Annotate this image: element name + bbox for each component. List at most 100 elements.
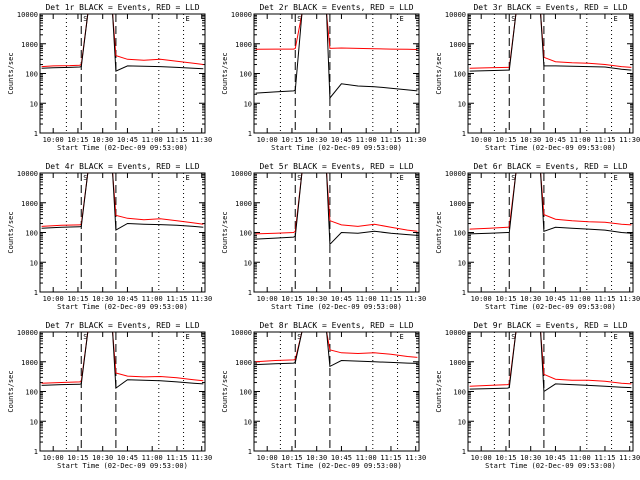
y-tick-label: 1 (248, 448, 252, 456)
event-marker-label: S (511, 15, 515, 23)
x-tick-label: 11:30 (405, 454, 426, 462)
y-tick-label: 100 (239, 230, 252, 238)
y-tick-label: 10000 (231, 329, 252, 337)
event-marker-label: S (297, 174, 301, 182)
y-axis-label: Counts/sec (7, 211, 15, 253)
plot-frame (467, 172, 634, 293)
x-tick-label: 10:15 (281, 136, 302, 144)
y-tick-label: 1 (462, 130, 466, 138)
x-tick-label: 11:30 (619, 454, 640, 462)
x-tick-label: 11:30 (191, 136, 212, 144)
y-tick-label: 100 (25, 389, 38, 397)
event-marker-label: E (400, 15, 404, 23)
y-tick-label: 100 (453, 230, 466, 238)
y-tick-label: 100 (453, 71, 466, 79)
x-tick-label: 10:30 (306, 136, 327, 144)
plot-frame (467, 331, 634, 452)
y-tick-label: 1000 (235, 200, 252, 208)
event-marker-label: S (83, 15, 87, 23)
x-tick-label: 10:30 (520, 136, 541, 144)
panel-title: Det 2r BLACK = Events, RED = LLD (259, 3, 413, 12)
lld-series-line (469, 331, 632, 387)
x-tick-label: 11:15 (380, 454, 401, 462)
y-tick-label: 1000 (449, 200, 466, 208)
event-marker-label: S (83, 333, 87, 341)
x-tick-label: 10:15 (67, 295, 88, 303)
y-tick-label: 1000 (21, 200, 38, 208)
x-tick-label: 10:30 (306, 295, 327, 303)
events-series-line (255, 13, 418, 100)
y-axis-label: Counts/sec (221, 370, 229, 412)
x-tick-label: 11:15 (166, 454, 187, 462)
x-tick-label: 11:15 (380, 295, 401, 303)
lld-series-line (469, 172, 632, 230)
event-marker-label: S (83, 174, 87, 182)
panel-title: Det 3r BLACK = Events, RED = LLD (473, 3, 627, 12)
event-marker-label: S (297, 333, 301, 341)
panel-title: Det 7r BLACK = Events, RED = LLD (45, 321, 199, 330)
x-tick-label: 10:00 (471, 295, 492, 303)
x-tick-label: 10:45 (545, 454, 566, 462)
x-tick-label: 11:00 (356, 454, 377, 462)
x-tick-label: 10:30 (520, 454, 541, 462)
x-tick-label: 11:30 (619, 136, 640, 144)
y-tick-label: 1000 (449, 359, 466, 367)
y-tick-label: 1 (34, 448, 38, 456)
y-tick-label: 10 (244, 259, 252, 267)
x-tick-label: 11:00 (570, 295, 591, 303)
panel-title: Det 6r BLACK = Events, RED = LLD (473, 162, 627, 171)
event-marker-label: S (511, 174, 515, 182)
y-tick-label: 10000 (231, 11, 252, 19)
lld-series-line (41, 331, 204, 384)
y-tick-label: 100 (25, 230, 38, 238)
y-tick-label: 10000 (445, 329, 466, 337)
plot-frame (253, 13, 420, 134)
x-tick-label: 10:00 (257, 295, 278, 303)
x-tick-label: 10:15 (495, 295, 516, 303)
x-tick-label: 10:30 (520, 295, 541, 303)
x-tick-label: 10:00 (43, 136, 64, 144)
x-tick-label: 11:15 (594, 295, 615, 303)
y-axis-label: Counts/sec (435, 211, 443, 253)
x-tick-label: 11:30 (191, 295, 212, 303)
y-axis-label: Counts/sec (7, 52, 15, 94)
x-tick-label: 10:15 (495, 136, 516, 144)
y-tick-label: 100 (25, 71, 38, 79)
events-series-line (255, 331, 418, 368)
event-marker-label: E (186, 333, 190, 341)
lld-series-line (255, 13, 418, 50)
y-tick-label: 100 (239, 389, 252, 397)
events-series-line (469, 331, 632, 393)
x-tick-label: 10:00 (43, 295, 64, 303)
y-tick-label: 100 (239, 71, 252, 79)
panel-title: Det 8r BLACK = Events, RED = LLD (259, 321, 413, 330)
y-axis-label: Counts/sec (435, 52, 443, 94)
y-tick-label: 1 (248, 130, 252, 138)
x-tick-label: 10:30 (306, 454, 327, 462)
y-tick-label: 10000 (17, 329, 38, 337)
event-marker-label: E (400, 174, 404, 182)
event-marker-label: E (614, 15, 618, 23)
plot-frame (39, 172, 206, 293)
panel-title: Det 5r BLACK = Events, RED = LLD (259, 162, 413, 171)
x-axis-label: Start Time (02-Dec-09 09:53:00) (57, 144, 188, 152)
y-tick-label: 1 (462, 289, 466, 297)
x-tick-label: 11:00 (142, 454, 163, 462)
events-series-line (469, 13, 632, 72)
x-tick-label: 10:45 (545, 295, 566, 303)
y-tick-label: 1 (462, 448, 466, 456)
x-tick-label: 10:45 (117, 454, 138, 462)
x-axis-label: Start Time (02-Dec-09 09:53:00) (271, 303, 402, 311)
y-tick-label: 10000 (231, 170, 252, 178)
events-series-line (469, 172, 632, 235)
x-tick-label: 10:45 (331, 295, 352, 303)
plot-frame (467, 13, 634, 134)
x-tick-label: 11:00 (570, 454, 591, 462)
x-tick-label: 11:15 (380, 136, 401, 144)
event-marker-label: E (614, 174, 618, 182)
x-tick-label: 10:45 (117, 295, 138, 303)
